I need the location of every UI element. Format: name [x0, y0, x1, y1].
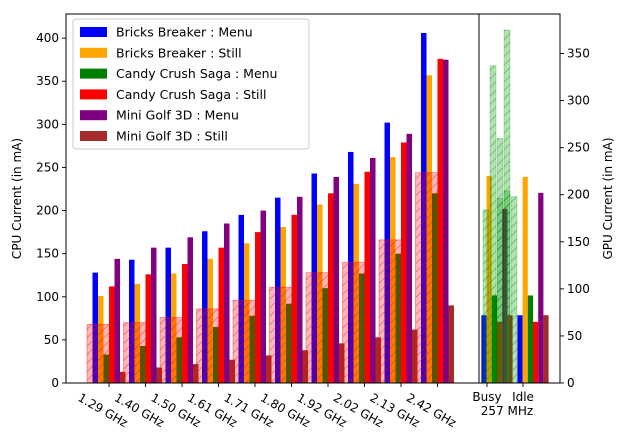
cpu-bar — [120, 371, 126, 383]
legend-swatch — [80, 68, 107, 79]
legend-label: Mini Golf 3D : Still — [116, 129, 228, 144]
y-left-tick-label: 250 — [36, 160, 59, 174]
legend-swatch — [80, 47, 107, 58]
y-right-tick-label: 200 — [567, 188, 590, 202]
cpu-bar — [443, 59, 449, 384]
y-left-tick-label: 300 — [36, 117, 59, 131]
y-left-tick-label: 200 — [36, 204, 59, 218]
cpu-bar — [202, 231, 208, 383]
plot-frame — [65, 13, 561, 384]
gpu-bar — [527, 295, 533, 383]
gpu-overlay-bar — [482, 209, 490, 384]
cpu-bar — [266, 355, 272, 383]
gpu-overlay-bar — [489, 65, 497, 384]
cpu-bar — [165, 247, 171, 383]
gpu-bar — [538, 192, 544, 383]
cpu-overlay-bar — [86, 323, 112, 384]
gpu-overlay-bar — [510, 196, 518, 384]
legend-box — [72, 18, 310, 150]
cpu-bar — [255, 232, 261, 383]
y-left-tick-label: 0 — [51, 376, 59, 390]
cpu-bar — [401, 142, 407, 383]
cpu-bar — [364, 171, 370, 383]
cpu-overlay-bar — [159, 317, 185, 384]
y-right-tick-label: 50 — [567, 329, 582, 343]
cpu-overlay-bar — [232, 299, 258, 384]
legend-swatch — [80, 89, 107, 100]
y-right-tick-label: 150 — [567, 235, 590, 249]
cpu-bar — [114, 258, 120, 383]
cpu-overlay-bar — [342, 261, 367, 384]
cpu-overlay-bar — [305, 272, 331, 384]
cpu-bar — [229, 359, 235, 383]
gpu-bar — [486, 175, 492, 383]
cpu-bar — [193, 364, 199, 383]
cpu-bar — [406, 133, 412, 383]
gpu-bar — [533, 321, 539, 383]
legend-label: Bricks Breaker : Still — [116, 45, 242, 60]
y-left-tick-label: 350 — [36, 74, 59, 88]
cpu-bar — [291, 214, 297, 383]
cpu-bar — [260, 210, 266, 383]
cpu-overlay-bar — [196, 308, 221, 384]
gpu-group-label: Busy — [472, 390, 501, 404]
cpu-bar — [412, 329, 418, 383]
cpu-bar — [151, 247, 157, 383]
y-left-axis-label: CPU Current (in mA) — [10, 138, 24, 259]
cpu-overlay-bar — [123, 322, 148, 384]
y-right-tick-label: 0 — [567, 376, 575, 390]
cpu-bar — [339, 343, 345, 383]
cpu-bar — [156, 367, 162, 383]
legend-label: Bricks Breaker : Menu — [116, 25, 253, 40]
y-left-tick-label: 150 — [36, 247, 59, 261]
gpu-bar — [517, 315, 523, 383]
overlay-layer — [86, 29, 518, 384]
legend-label: Candy Crush Saga : Still — [116, 87, 266, 102]
cpu-bar — [333, 176, 339, 383]
y-left-tick-label: 100 — [36, 290, 59, 304]
cpu-bar — [182, 264, 188, 383]
y-right-tick-label: 350 — [567, 47, 590, 61]
gpu-overlay-bar — [503, 29, 511, 384]
cpu-bar — [145, 274, 151, 383]
gpu-bar — [522, 176, 528, 383]
cpu-bar — [302, 350, 308, 383]
gpu-overlay-bar — [496, 198, 504, 384]
gpu-bar — [543, 315, 549, 383]
cpu-bar — [187, 237, 193, 383]
cpu-bar — [129, 259, 135, 383]
y-left-tick-label: 400 — [36, 31, 59, 45]
cpu-overlay-bar — [378, 239, 404, 384]
y-right-tick-label: 250 — [567, 141, 590, 155]
y-right-tick-label: 100 — [567, 282, 590, 296]
cpu-bar — [109, 286, 115, 383]
cpu-bar — [370, 157, 376, 383]
cpu-bar — [375, 337, 381, 383]
gpu-freq-label: 257 MHz — [481, 404, 533, 418]
legend-swatch — [80, 131, 107, 141]
cpu-overlay-bar — [415, 172, 440, 384]
cpu-bar — [328, 193, 334, 383]
gpu-group-label: Idle — [512, 390, 534, 404]
legend-swatch — [80, 110, 107, 121]
legend-swatch — [80, 27, 107, 37]
legend-label: Mini Golf 3D : Menu — [116, 108, 239, 123]
cpu-bar — [437, 58, 443, 383]
legend: Bricks Breaker : Menu Bricks Breaker : St… — [72, 18, 310, 150]
cpu-bar — [238, 214, 244, 383]
y-right-axis-label: GPU Current (in mA) — [601, 137, 615, 259]
cpu-bar — [297, 196, 303, 383]
cpu-bar — [224, 223, 230, 383]
y-right-tick-label: 300 — [567, 94, 590, 108]
cpu-bar — [448, 305, 454, 383]
legend-label: Candy Crush Saga : Menu — [116, 66, 277, 81]
cpu-overlay-bar — [269, 286, 294, 384]
cpu-bar — [218, 247, 224, 383]
y-left-tick-label: 50 — [44, 333, 59, 347]
